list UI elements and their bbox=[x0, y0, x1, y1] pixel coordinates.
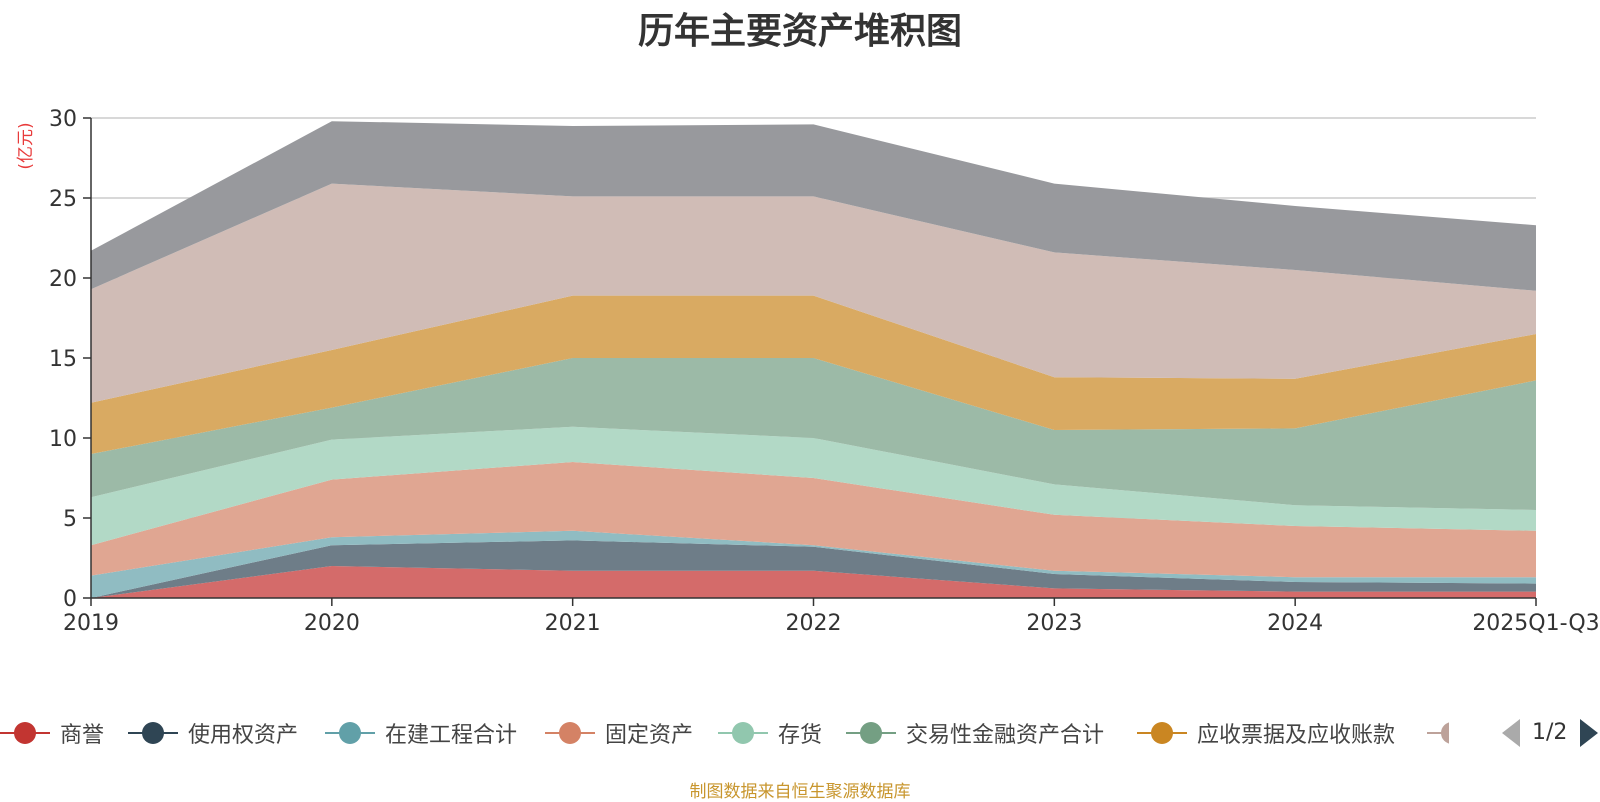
x-tick-label: 2021 bbox=[545, 611, 601, 636]
area-series-3[interactable] bbox=[91, 462, 1536, 578]
legend-item[interactable]: 固定资产 bbox=[545, 715, 693, 751]
legend-marker-icon bbox=[545, 722, 595, 744]
area-series-4[interactable] bbox=[91, 426, 1536, 546]
area-series bbox=[91, 121, 1536, 598]
legend-page-indicator: 1/2 bbox=[1532, 720, 1568, 745]
legend-label: 使用权资产 bbox=[188, 723, 299, 748]
legend-label: 交易性金融资产合计 bbox=[906, 723, 1105, 748]
y-tick-label: 10 bbox=[49, 427, 77, 452]
legend-marker-icon bbox=[1427, 722, 1449, 744]
y-tick-label: 5 bbox=[63, 507, 77, 532]
legend-item[interactable]: 商誉 bbox=[0, 715, 104, 751]
legend-label: 存货 bbox=[778, 723, 823, 748]
x-tick-label: 2023 bbox=[1026, 611, 1082, 636]
source-note: 制图数据来自恒生聚源数据库 bbox=[689, 782, 911, 802]
legend-marker-icon bbox=[128, 722, 178, 744]
legend-label: 商誉 bbox=[60, 723, 105, 748]
x-tick-label: 2022 bbox=[786, 611, 842, 636]
area-series-8[interactable] bbox=[91, 121, 1536, 291]
y-tick-label: 25 bbox=[49, 187, 77, 212]
legend-label: 在建工程合计 bbox=[385, 723, 518, 748]
legend-label: 应收票据及应收账款 bbox=[1197, 723, 1396, 748]
area-series-7[interactable] bbox=[91, 183, 1536, 403]
legend: 商誉 使用权资产 在建工程合计 固定资产 存货 交易性金融资产合计 应收票据及应收账款 1/2 bbox=[0, 715, 1600, 751]
legend-next-page-icon[interactable] bbox=[1578, 715, 1600, 751]
legend-item[interactable]: 在建工程合计 bbox=[325, 715, 517, 751]
y-tick-label: 0 bbox=[63, 587, 77, 612]
legend-marker-icon bbox=[0, 722, 50, 744]
x-tick-label: 2020 bbox=[304, 611, 360, 636]
legend-marker-icon bbox=[846, 722, 896, 744]
x-ticks: 2019 2020 2021 2022 2023 2024 2025Q1-Q3 bbox=[63, 598, 1600, 636]
legend-item[interactable]: 交易性金融资产合计 bbox=[846, 715, 1104, 751]
legend-item[interactable] bbox=[1427, 715, 1449, 751]
y-tick-label: 30 bbox=[49, 107, 77, 132]
x-tick-label: 2019 bbox=[63, 611, 119, 636]
x-tick-label: 2024 bbox=[1267, 611, 1323, 636]
legend-item[interactable]: 应收票据及应收账款 bbox=[1137, 715, 1395, 751]
y-ticks: 0 5 10 15 20 25 30 bbox=[49, 107, 91, 612]
area-series-5[interactable] bbox=[91, 358, 1536, 510]
area-series-1[interactable] bbox=[91, 540, 1536, 598]
area-series-6[interactable] bbox=[91, 295, 1536, 454]
chart-title: 历年主要资产堆积图 bbox=[637, 11, 962, 52]
legend-prev-page-icon[interactable] bbox=[1500, 715, 1522, 751]
legend-label: 固定资产 bbox=[605, 723, 694, 748]
chart-plot: 0 5 10 15 20 25 30 2019 2020 2021 2022 2023 2024 202… bbox=[16, 107, 1600, 636]
y-tick-label: 20 bbox=[49, 267, 77, 292]
legend-marker-icon bbox=[718, 722, 768, 744]
legend-item[interactable]: 使用权资产 bbox=[128, 715, 298, 751]
legend-marker-icon bbox=[325, 722, 375, 744]
y-tick-label: 15 bbox=[49, 347, 77, 372]
y-axis-label: (亿元) bbox=[16, 122, 36, 169]
legend-marker-icon bbox=[1137, 722, 1187, 744]
legend-item[interactable]: 存货 bbox=[718, 715, 822, 751]
x-tick-label: 2025Q1-Q3 bbox=[1472, 611, 1599, 636]
